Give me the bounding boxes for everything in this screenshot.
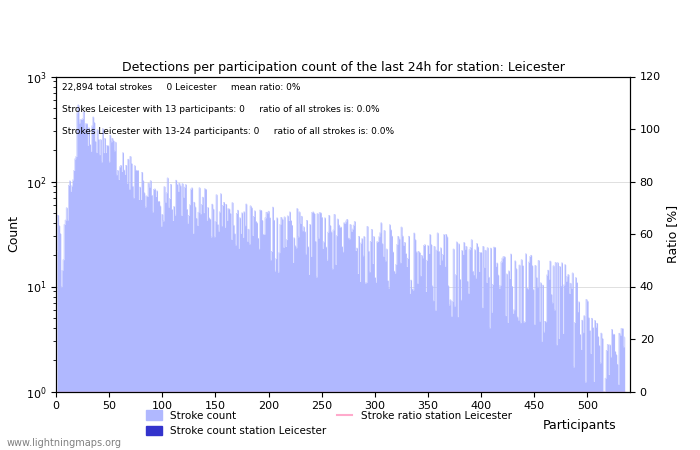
Text: Participants: Participants [542, 419, 616, 432]
Text: 22,894 total strokes     0 Leicester     mean ratio: 0%: 22,894 total strokes 0 Leicester mean ra… [62, 83, 300, 92]
Text: Strokes Leicester with 13 participants: 0     ratio of all strokes is: 0.0%: Strokes Leicester with 13 participants: … [62, 105, 379, 114]
Y-axis label: Ratio [%]: Ratio [%] [666, 205, 680, 263]
Legend: Stroke count, Stroke count station Leicester, Stroke ratio station Leicester: Stroke count, Stroke count station Leice… [142, 406, 516, 440]
Title: Detections per participation count of the last 24h for station: Leicester: Detections per participation count of th… [122, 61, 564, 74]
Y-axis label: Count: Count [7, 216, 20, 252]
Text: Strokes Leicester with 13-24 participants: 0     ratio of all strokes is: 0.0%: Strokes Leicester with 13-24 participant… [62, 127, 394, 136]
Text: www.lightningmaps.org: www.lightningmaps.org [7, 438, 122, 448]
